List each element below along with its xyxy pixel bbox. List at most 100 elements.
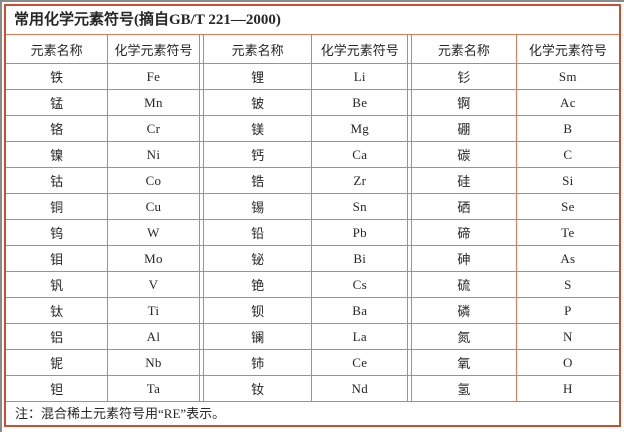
element-symbol-cell: Se <box>515 193 620 220</box>
table-row: 锰 Mn 铍 Be 锕 Ac <box>5 89 620 116</box>
element-symbol-cell: P <box>515 297 620 324</box>
document-frame: 常用化学元素符号(摘自GB/T 221—2000) 元素名称 化学元素符号 元素… <box>4 4 621 427</box>
page-title: 常用化学元素符号(摘自GB/T 221—2000) <box>6 6 619 35</box>
element-symbol-cell: Si <box>515 167 620 194</box>
element-symbol-cell: Nd <box>311 375 409 402</box>
element-symbol-cell: Li <box>311 63 409 90</box>
table-row: 铝 Al 镧 La 氮 N <box>5 323 620 350</box>
table-row: 铬 Cr 镁 Mg 硼 B <box>5 115 620 142</box>
header-cell: 化学元素符号 <box>311 34 409 64</box>
table-row: 铜 Cu 锡 Sn 硒 Se <box>5 193 620 220</box>
element-symbol-cell: B <box>515 115 620 142</box>
element-symbol-cell: O <box>515 349 620 376</box>
element-name-cell: 碳 <box>411 141 517 168</box>
element-name-cell: 镍 <box>5 141 109 168</box>
element-symbol-cell: C <box>515 141 620 168</box>
column-gap <box>198 375 204 402</box>
element-name-cell: 铜 <box>5 193 109 220</box>
element-name-cell: 硼 <box>411 115 517 142</box>
element-symbol-cell: W <box>107 219 200 246</box>
column-gap <box>407 375 413 402</box>
column-gap <box>198 349 204 376</box>
table-row: 钽 Ta 钕 Nd 氢 H <box>5 375 620 402</box>
header-cell: 元素名称 <box>411 34 517 64</box>
header-cell: 化学元素符号 <box>515 34 620 64</box>
element-name-cell: 锡 <box>202 193 313 220</box>
table-row: 钛 Ti 钡 Ba 磷 P <box>5 297 620 324</box>
header-cell: 元素名称 <box>202 34 313 64</box>
table-row: 铁 Fe 锂 Li 钐 Sm <box>5 63 620 90</box>
element-name-cell: 氮 <box>411 323 517 350</box>
element-symbol-cell: Pb <box>311 219 409 246</box>
element-symbol-cell: Ba <box>311 297 409 324</box>
element-name-cell: 钒 <box>5 271 109 298</box>
element-symbol-cell: Co <box>107 167 200 194</box>
element-symbol-cell: Mg <box>311 115 409 142</box>
element-name-cell: 铍 <box>202 89 313 116</box>
table-row: 铌 Nb 铈 Ce 氧 O <box>5 349 620 376</box>
element-name-cell: 硅 <box>411 167 517 194</box>
element-name-cell: 铯 <box>202 271 313 298</box>
element-name-cell: 钴 <box>5 167 109 194</box>
element-symbol-cell: S <box>515 271 620 298</box>
header-cell: 化学元素符号 <box>107 34 200 64</box>
table-row: 镍 Ni 钙 Ca 碳 C <box>5 141 620 168</box>
element-name-cell: 铌 <box>5 349 109 376</box>
element-name-cell: 钼 <box>5 245 109 272</box>
element-symbol-cell: Ac <box>515 89 620 116</box>
element-name-cell: 钐 <box>411 63 517 90</box>
element-name-cell: 锂 <box>202 63 313 90</box>
element-name-cell: 铝 <box>5 323 109 350</box>
element-name-cell: 镧 <box>202 323 313 350</box>
header-cell: 元素名称 <box>5 34 109 64</box>
element-name-cell: 钽 <box>5 375 109 402</box>
element-symbol-cell: N <box>515 323 620 350</box>
element-symbol-cell: Ca <box>311 141 409 168</box>
table-row: 钴 Co 锆 Zr 硅 Si <box>5 167 620 194</box>
element-symbol-cell: Ti <box>107 297 200 324</box>
element-symbol-cell: Mn <box>107 89 200 116</box>
element-symbol-cell: Mo <box>107 245 200 272</box>
element-name-cell: 钕 <box>202 375 313 402</box>
element-symbol-cell: La <box>311 323 409 350</box>
table-header-row: 元素名称 化学元素符号 元素名称 化学元素符号 元素名称 化学元素符号 <box>5 34 620 64</box>
element-name-cell: 铁 <box>5 63 109 90</box>
element-name-cell: 锆 <box>202 167 313 194</box>
table-row: 钼 Mo 铋 Bi 砷 As <box>5 245 620 272</box>
element-symbol-cell: Zr <box>311 167 409 194</box>
element-symbol-cell: Ta <box>107 375 200 402</box>
element-symbol-cell: V <box>107 271 200 298</box>
element-symbol-cell: Cs <box>311 271 409 298</box>
footnote: 注：混合稀土元素符号用“RE”表示。 <box>6 401 619 425</box>
element-name-cell: 钙 <box>202 141 313 168</box>
element-name-cell: 镁 <box>202 115 313 142</box>
element-name-cell: 铬 <box>5 115 109 142</box>
element-symbol-cell: Ni <box>107 141 200 168</box>
element-symbol-cell: Nb <box>107 349 200 376</box>
element-symbol-cell: Sn <box>311 193 409 220</box>
element-name-cell: 碲 <box>411 219 517 246</box>
element-symbol-cell: Te <box>515 219 620 246</box>
element-name-cell: 钡 <box>202 297 313 324</box>
element-symbol-cell: Be <box>311 89 409 116</box>
element-symbol-cell: H <box>515 375 620 402</box>
element-name-cell: 铅 <box>202 219 313 246</box>
element-symbol-cell: Fe <box>107 63 200 90</box>
element-symbol-cell: Bi <box>311 245 409 272</box>
table-row: 钨 W 铅 Pb 碲 Te <box>5 219 620 246</box>
element-symbol-cell: Sm <box>515 63 620 90</box>
table-row: 钒 V 铯 Cs 硫 S <box>5 271 620 298</box>
element-name-cell: 硫 <box>411 271 517 298</box>
element-name-cell: 锕 <box>411 89 517 116</box>
element-name-cell: 锰 <box>5 89 109 116</box>
element-name-cell: 钨 <box>5 219 109 246</box>
element-symbol-cell: As <box>515 245 620 272</box>
element-symbol-cell: Ce <box>311 349 409 376</box>
element-name-cell: 钛 <box>5 297 109 324</box>
element-symbol-cell: Al <box>107 323 200 350</box>
element-symbol-cell: Cr <box>107 115 200 142</box>
element-name-cell: 氧 <box>411 349 517 376</box>
element-name-cell: 铋 <box>202 245 313 272</box>
element-name-cell: 砷 <box>411 245 517 272</box>
element-name-cell: 磷 <box>411 297 517 324</box>
